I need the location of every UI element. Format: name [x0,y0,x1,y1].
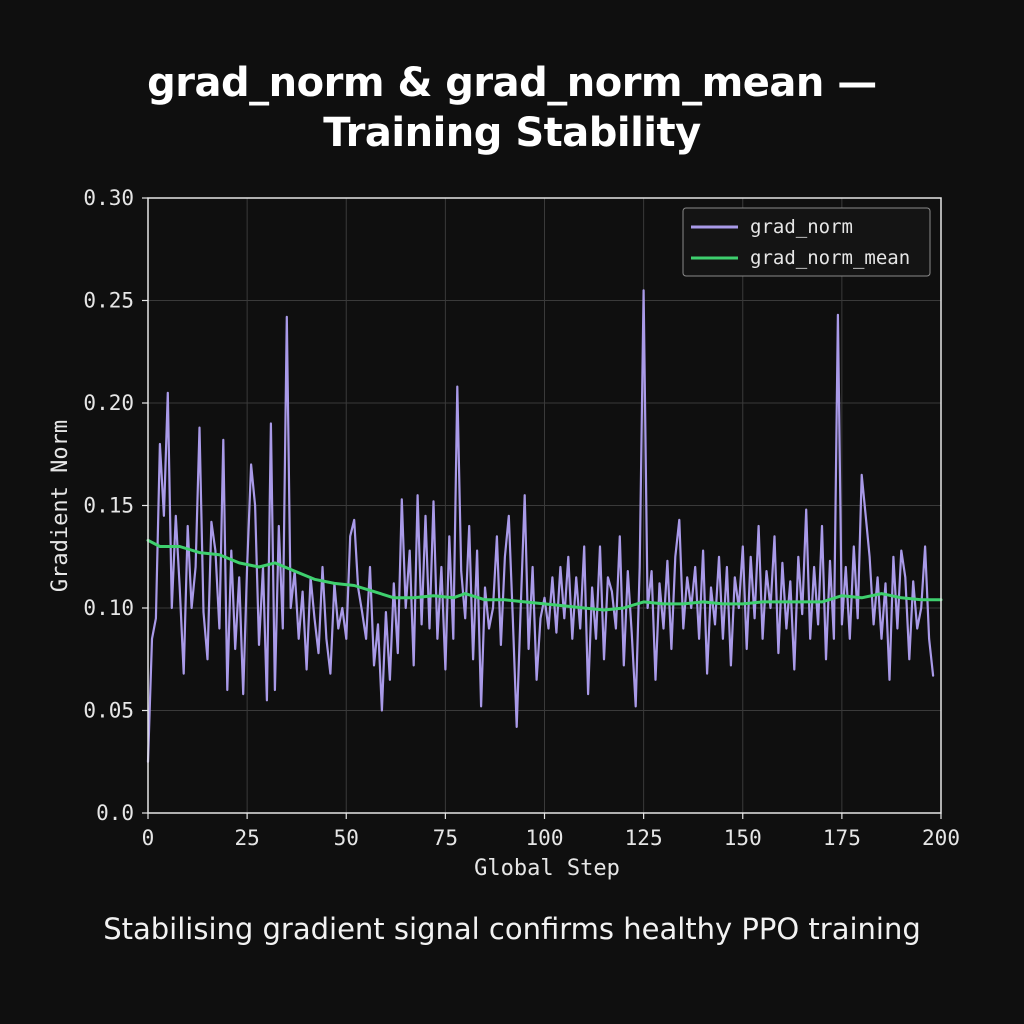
legend: grad_norm grad_norm_mean [682,207,931,277]
grid [147,197,942,814]
legend-label-grad-norm: grad_norm [750,216,853,238]
y-tick-label: 0.15 [83,494,134,518]
y-tick-label: 0.10 [83,596,134,620]
y-tick-label: 0.25 [83,289,134,313]
y-tick-label: 0.05 [83,699,134,723]
ticks: 0 25 50 75 100 125 150 175 200 0.0 0.05 0.10 0.15 0.2… [83,186,960,850]
chart-title: grad_norm & grad_norm_mean — Training St… [0,58,1024,158]
y-tick-label: 0.20 [83,391,134,415]
x-tick-label: 200 [922,826,960,850]
legend-box [682,207,931,277]
series-line-grad-norm [146,289,935,763]
series-line-grad-norm-mean [146,538,943,612]
x-tick-label: 75 [433,826,458,850]
x-tick-label: 100 [526,826,564,850]
series-layer [146,289,943,763]
x-tick-label: 50 [334,826,359,850]
x-tick-label: 125 [625,826,663,850]
chart-title-line-2: Training Stability [323,110,701,156]
x-tick-label: 150 [724,826,762,850]
x-axis-label: Global Step [474,856,620,881]
x-tick-label: 0 [142,826,155,850]
y-tick-label: 0.0 [96,801,134,825]
y-tick-label: 0.30 [83,186,134,210]
y-axis-label: Gradient Norm [48,420,73,592]
x-tick-label: 175 [823,826,861,850]
chart-caption: Stabilising gradient signal confirms hea… [103,912,921,946]
legend-label-grad-norm-mean: grad_norm_mean [750,247,910,269]
x-tick-label: 25 [234,826,259,850]
chart-title-line-1: grad_norm & grad_norm_mean — [147,60,877,106]
